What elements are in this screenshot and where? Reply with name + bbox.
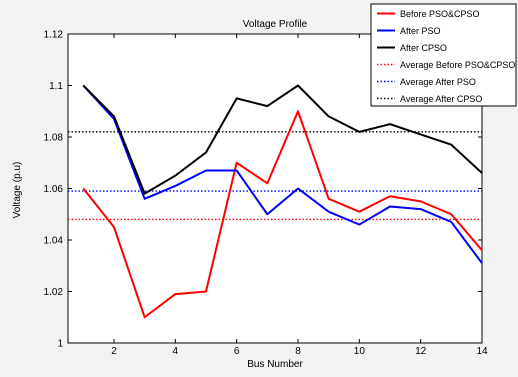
series-line-after-cpso: [82, 84, 483, 195]
x-tick-label: 10: [354, 346, 366, 357]
legend-label-before-pso-cpso: Before PSO&CPSO: [400, 9, 480, 19]
y-tick-label: 1.08: [44, 133, 64, 144]
y-tick-label: 1: [57, 339, 63, 350]
x-tick-label: 6: [234, 346, 240, 357]
x-tick-label: 4: [173, 346, 179, 357]
legend-label-after-pso: After PSO: [400, 26, 441, 36]
x-tick-label: 12: [415, 346, 427, 357]
series-line-after-pso: [82, 84, 483, 264]
x-axis-label: Bus Number: [247, 359, 303, 370]
legend-label-average-after-pso: Average After PSO: [400, 77, 476, 87]
series-line-before-pso-cpso: [82, 110, 483, 319]
y-tick-label: 1.06: [44, 184, 64, 195]
chart-title: Voltage Profile: [243, 19, 308, 30]
x-tick-label: 2: [111, 346, 117, 357]
series-lines: [82, 84, 483, 319]
legend-label-average-after-cpso: Average After CPSO: [400, 94, 482, 104]
y-tick-label: 1.12: [44, 30, 64, 41]
x-tick-label: 14: [476, 346, 488, 357]
y-tick-label: 1.1: [49, 81, 63, 92]
y-tick-label: 1.02: [44, 287, 64, 298]
legend-box: [370, 3, 517, 107]
legend-label-average-before-pso-cpso: Average Before PSO&CPSO: [400, 60, 515, 70]
legend-label-after-cpso: After CPSO: [400, 43, 447, 53]
x-axis-ticks: 2 4 6 8 10 12 14: [111, 34, 488, 357]
legend: Before PSO&CPSO After PSO After CPSO Averag…: [370, 3, 517, 107]
y-tick-label: 1.04: [44, 236, 64, 247]
y-axis-label: Voltage (p.u): [12, 162, 23, 219]
x-tick-label: 8: [295, 346, 301, 357]
average-lines: [68, 131, 482, 221]
